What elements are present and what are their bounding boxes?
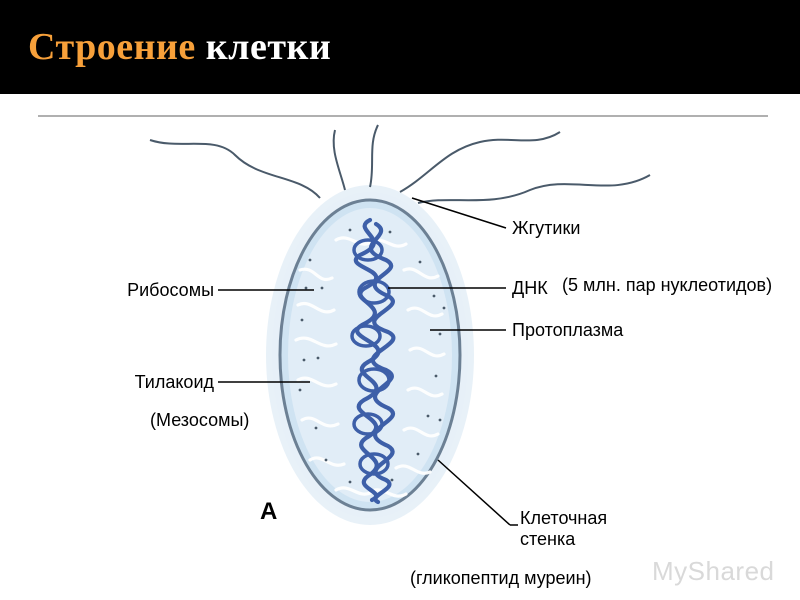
diagram-svg: [0, 120, 800, 600]
label-dna: ДНК: [512, 278, 548, 299]
horizontal-rule: [38, 115, 768, 117]
annotation-nucleotides: (5 млн. пар нуклеотидов): [562, 275, 772, 296]
label-thylakoid: Тилакоид: [120, 372, 214, 393]
figure-letter: А: [260, 498, 277, 526]
title-word-1: Строение: [28, 25, 196, 69]
title-word-2: клетки: [206, 25, 332, 69]
label-ribosomes: Рибосомы: [120, 280, 214, 301]
label-flagella: Жгутики: [512, 218, 580, 239]
annotation-murein: (гликопептид муреин): [410, 568, 592, 589]
cell-diagram: Жгутики ДНК Протоплазма Клеточная стенка…: [0, 120, 800, 600]
label-protoplasm: Протоплазма: [512, 320, 623, 341]
flagella-group: [150, 125, 650, 203]
header-bar: Строение клетки: [0, 0, 800, 94]
watermark: MyShared: [652, 556, 775, 587]
annotation-mesosomes: (Мезосомы): [150, 410, 249, 431]
label-cellwall: Клеточная стенка: [520, 508, 607, 549]
